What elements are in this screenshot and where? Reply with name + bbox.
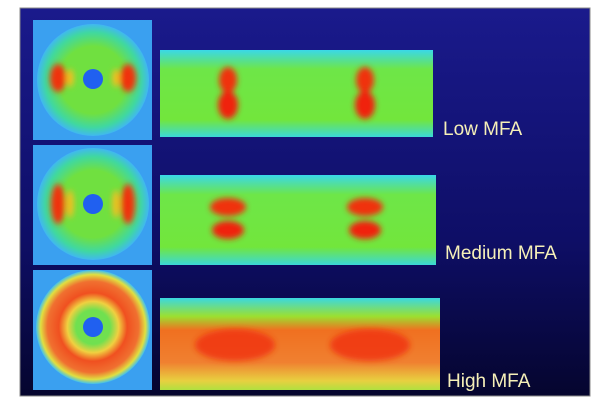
spot [210,198,246,216]
spot [112,69,120,87]
spot [212,221,244,239]
spot [51,184,65,224]
spot [50,64,66,92]
spot [356,67,374,93]
pattern-band [160,50,433,137]
spot [112,190,120,218]
spot [330,329,410,361]
spot [349,221,381,239]
page: Low MFA Medium MFA High MFA (() => { con… [0,0,601,401]
spot [347,198,383,216]
spot [219,67,237,93]
figure: Low MFA Medium MFA High MFA [0,0,601,401]
beam-stop [83,69,103,89]
row-label: Low MFA [443,119,523,140]
row-label: High MFA [447,371,531,392]
spot [355,91,375,119]
spot [121,184,135,224]
spot [195,329,275,361]
row-label: Medium MFA [445,243,557,264]
spot [66,190,74,218]
spot [218,91,238,119]
beam-stop [83,194,103,214]
spot [66,69,74,87]
pattern-band [160,175,436,265]
spot [120,64,136,92]
beam-stop [83,317,103,337]
